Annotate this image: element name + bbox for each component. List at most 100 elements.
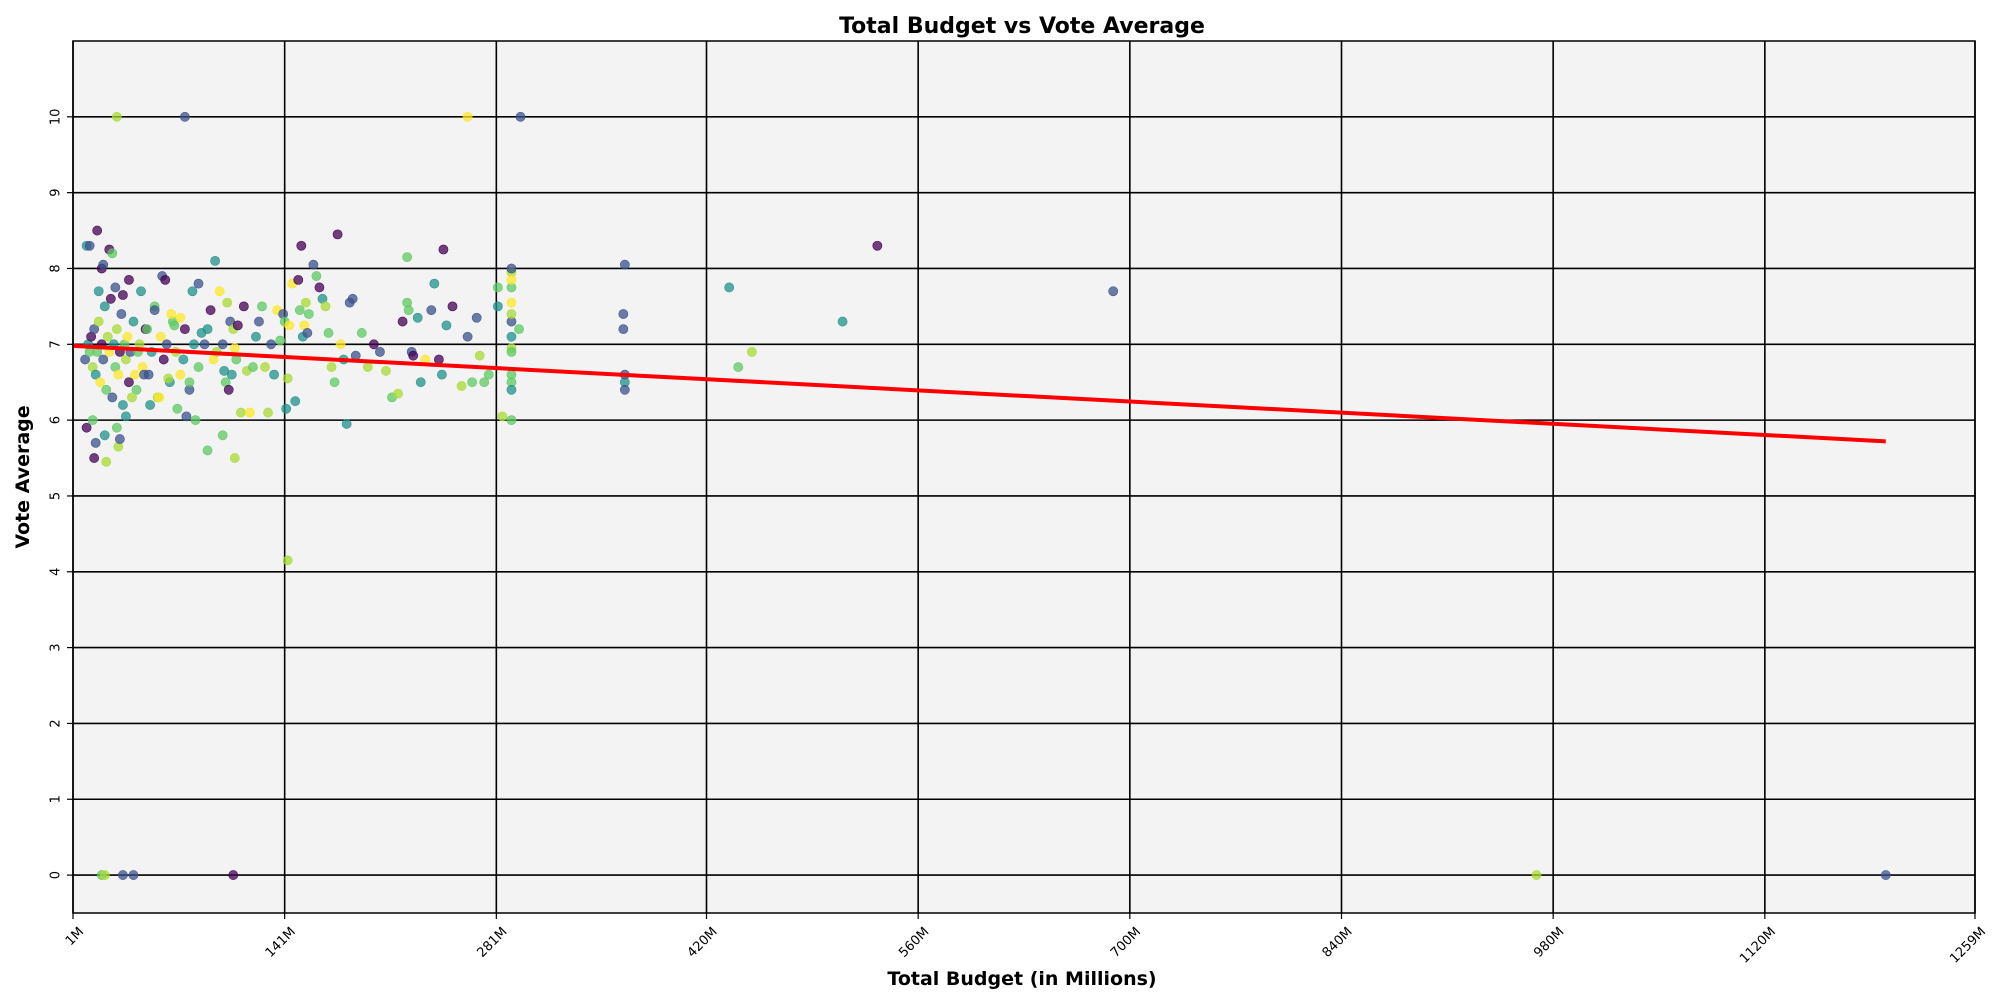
data-point [447, 301, 458, 312]
data-point [193, 362, 204, 372]
data-point [290, 396, 301, 407]
data-point [347, 293, 358, 304]
data-point [837, 316, 848, 327]
data-point [99, 301, 110, 312]
data-points [80, 111, 1891, 880]
data-point [1880, 870, 1891, 880]
data-point [99, 430, 110, 441]
plot-area [73, 41, 1975, 913]
data-point [492, 282, 503, 293]
data-point [462, 111, 473, 122]
data-point [217, 430, 228, 441]
data-point [506, 263, 517, 274]
data-point [172, 403, 183, 414]
data-point [90, 369, 101, 380]
data-point [433, 354, 444, 365]
x-axis-label: Total Budget (in Millions) [887, 968, 1156, 990]
data-point [189, 339, 199, 350]
data-point [163, 373, 174, 384]
data-point [506, 274, 517, 285]
data-point [155, 331, 166, 342]
data-point [437, 369, 447, 380]
x-tick-label: 560M [896, 925, 932, 961]
data-point [619, 259, 630, 270]
data-point [397, 316, 408, 327]
data-point [303, 309, 314, 319]
data-point [329, 377, 340, 388]
y-tick-label: 10 [49, 109, 64, 126]
data-point [139, 369, 149, 380]
data-point [222, 297, 233, 308]
data-point [506, 415, 517, 426]
data-point [101, 456, 112, 467]
data-point [179, 324, 190, 335]
data-point [160, 274, 171, 285]
y-tick-label: 7 [49, 340, 64, 348]
data-point [618, 309, 629, 319]
data-point [98, 259, 109, 270]
data-point [308, 259, 319, 270]
data-point [145, 400, 156, 410]
data-point [205, 305, 216, 316]
data-point [89, 453, 100, 463]
data-point [467, 377, 478, 388]
data-point [142, 324, 152, 335]
y-tick-label: 5 [49, 492, 64, 500]
data-point [514, 324, 524, 335]
data-point [80, 354, 90, 365]
chart-title: Total Budget vs Vote Average [839, 14, 1205, 39]
trend-line [72, 343, 1886, 444]
data-point [356, 328, 367, 338]
data-point [99, 870, 110, 880]
data-point [254, 316, 264, 327]
data-point [116, 309, 127, 319]
data-point [441, 320, 452, 331]
data-point [184, 377, 195, 388]
x-tick-label: 700M [1108, 925, 1144, 961]
data-point [181, 411, 192, 422]
data-point [179, 111, 190, 122]
x-tick-label: 1M [63, 925, 87, 949]
data-point [266, 339, 276, 350]
data-point [229, 343, 240, 353]
data-point [87, 415, 98, 426]
y-tick-label: 8 [49, 264, 64, 272]
data-point [154, 392, 165, 403]
data-point [161, 339, 172, 350]
data-point [332, 229, 343, 240]
data-point [121, 354, 131, 365]
data-point [92, 225, 103, 236]
x-tick-label: 281M [474, 925, 510, 961]
data-point [149, 305, 160, 316]
data-point [90, 437, 101, 448]
x-tick-label: 1259M [1947, 925, 1989, 967]
data-point [506, 346, 517, 357]
x-tick-label: 840M [1320, 925, 1356, 961]
data-point [113, 369, 124, 380]
data-point [300, 297, 311, 308]
data-point [214, 286, 225, 297]
y-tick-label: 1 [49, 795, 64, 803]
data-point [128, 870, 139, 880]
data-point [1108, 286, 1119, 297]
y-tick-label: 2 [49, 719, 64, 727]
data-point [130, 369, 140, 380]
data-point [244, 407, 255, 418]
data-point [293, 274, 304, 285]
data-point [202, 445, 213, 456]
data-point [95, 377, 106, 388]
data-point [326, 362, 337, 372]
data-point [122, 331, 133, 342]
data-point [746, 346, 757, 357]
data-point [128, 316, 139, 327]
data-point [1531, 870, 1542, 880]
data-point [375, 346, 385, 357]
data-point [381, 365, 391, 376]
data-point [311, 271, 322, 281]
y-tick-label: 4 [49, 568, 64, 576]
x-axis-ticks: 1M 141M 281M 420M 560M 700M 840M 980M 1120M 1259M [63, 913, 1989, 967]
data-point [506, 309, 517, 319]
data-point [166, 309, 177, 319]
data-point [190, 415, 201, 426]
